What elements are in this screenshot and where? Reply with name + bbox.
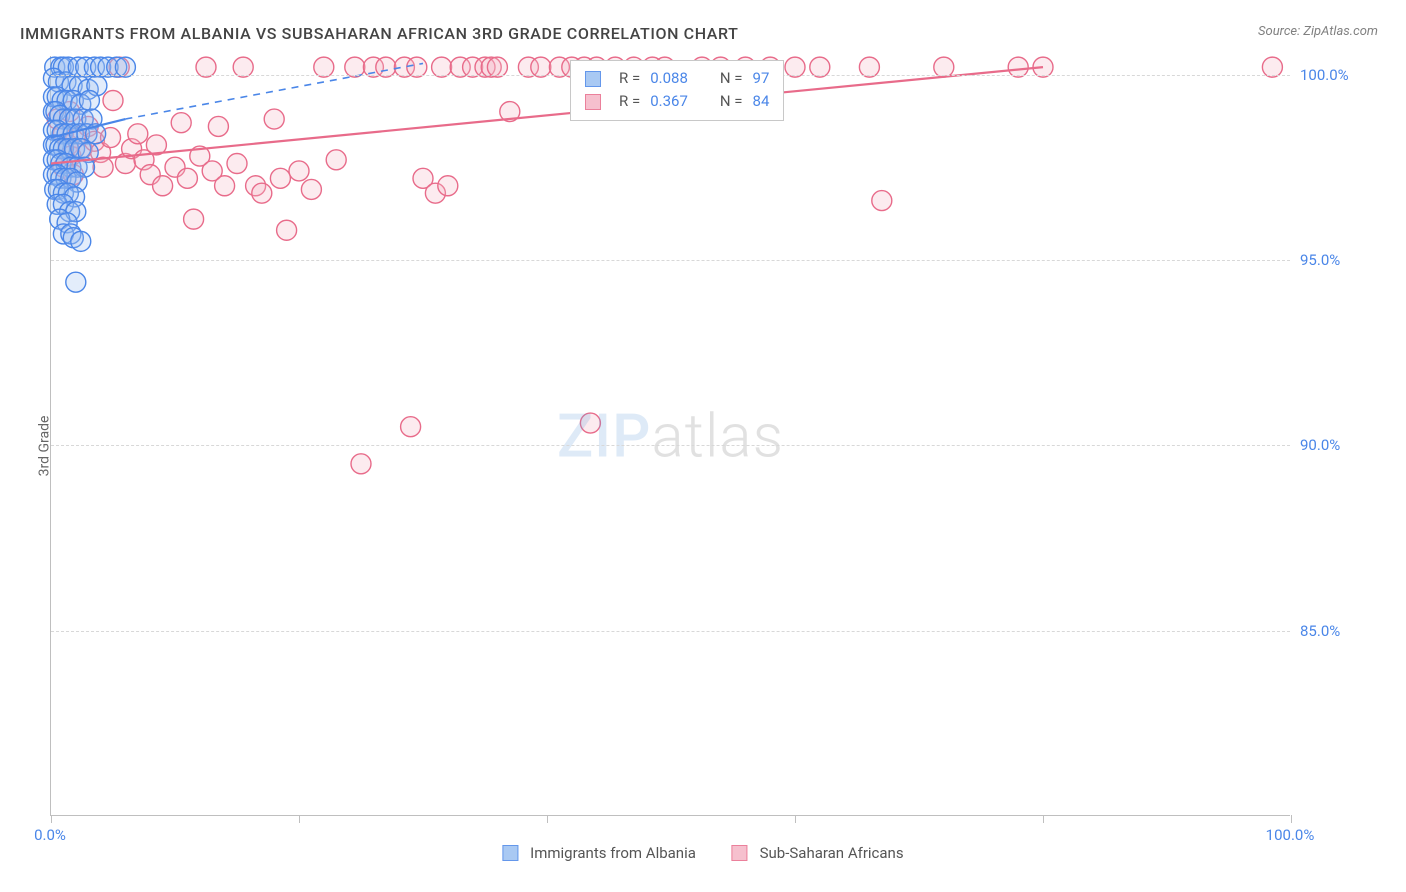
- series-b-point: [351, 454, 371, 474]
- series-b-point: [184, 209, 204, 229]
- swatch-series-b-icon: [732, 845, 748, 861]
- series-b-point: [252, 183, 272, 203]
- series-b-point: [227, 154, 247, 174]
- r-value-b: 0.367: [650, 90, 688, 113]
- legend-item-b: Sub-Saharan Africans: [732, 844, 904, 862]
- scatter-svg: [51, 56, 1291, 816]
- series-legend: Immigrants from Albania Sub-Saharan Afri…: [502, 844, 903, 862]
- x-tick: [51, 815, 52, 823]
- n-value-b: 84: [753, 90, 770, 113]
- swatch-series-b-icon: [585, 94, 601, 110]
- series-b-point: [326, 150, 346, 170]
- series-b-point: [264, 109, 284, 129]
- series-b-point: [270, 168, 290, 188]
- x-tick-label: 100.0%: [1266, 826, 1315, 844]
- chart-container: IMMIGRANTS FROM ALBANIA VS SUBSAHARAN AF…: [0, 0, 1406, 892]
- gridline: [51, 260, 1290, 261]
- series-b-point: [153, 176, 173, 196]
- y-tick-label: 95.0%: [1300, 251, 1340, 269]
- r-label: R =: [619, 90, 640, 113]
- series-b-point: [301, 179, 321, 199]
- series-b-point: [171, 113, 191, 133]
- series-b-point: [580, 413, 600, 433]
- series-b-point: [872, 191, 892, 211]
- series-b-label: Sub-Saharan Africans: [760, 844, 904, 862]
- x-tick: [299, 815, 300, 823]
- series-b-point: [103, 90, 123, 110]
- r-label: R =: [619, 67, 640, 90]
- y-tick-label: 85.0%: [1300, 622, 1340, 640]
- series-a-point: [79, 90, 99, 110]
- series-b-point: [215, 176, 235, 196]
- series-b-point: [401, 417, 421, 437]
- x-tick: [1291, 815, 1292, 823]
- series-b-point: [438, 176, 458, 196]
- series-a-point: [71, 231, 91, 251]
- n-label: N =: [720, 90, 743, 113]
- source-attribution: Source: ZipAtlas.com: [1258, 24, 1378, 39]
- plot-area: ZIPatlas: [50, 56, 1290, 816]
- r-value-a: 0.088: [650, 67, 688, 90]
- swatch-series-a-icon: [502, 845, 518, 861]
- series-b-point: [128, 124, 148, 144]
- series-b-point: [289, 161, 309, 181]
- legend-item-a: Immigrants from Albania: [502, 844, 695, 862]
- n-value-a: 97: [753, 67, 770, 90]
- correlation-row-b: R = 0.367 N = 84: [585, 90, 769, 113]
- series-b-point: [177, 168, 197, 188]
- gridline: [51, 631, 1290, 632]
- series-b-point: [208, 116, 228, 136]
- gridline: [51, 445, 1290, 446]
- x-tick-label: 0.0%: [34, 826, 66, 844]
- swatch-series-a-icon: [585, 71, 601, 87]
- series-a-label: Immigrants from Albania: [530, 844, 696, 862]
- series-a-point: [66, 272, 86, 292]
- x-tick: [795, 815, 796, 823]
- x-tick: [547, 815, 548, 823]
- chart-title: IMMIGRANTS FROM ALBANIA VS SUBSAHARAN AF…: [20, 24, 739, 43]
- correlation-row-a: R = 0.088 N = 97: [585, 67, 769, 90]
- series-b-point: [277, 220, 297, 240]
- trendline-b: [51, 67, 1043, 163]
- y-tick-label: 90.0%: [1300, 436, 1340, 454]
- x-tick: [1043, 815, 1044, 823]
- correlation-legend: R = 0.088 N = 97 R = 0.367 N = 84: [570, 60, 784, 121]
- y-tick-label: 100.0%: [1300, 66, 1349, 84]
- n-label: N =: [720, 67, 743, 90]
